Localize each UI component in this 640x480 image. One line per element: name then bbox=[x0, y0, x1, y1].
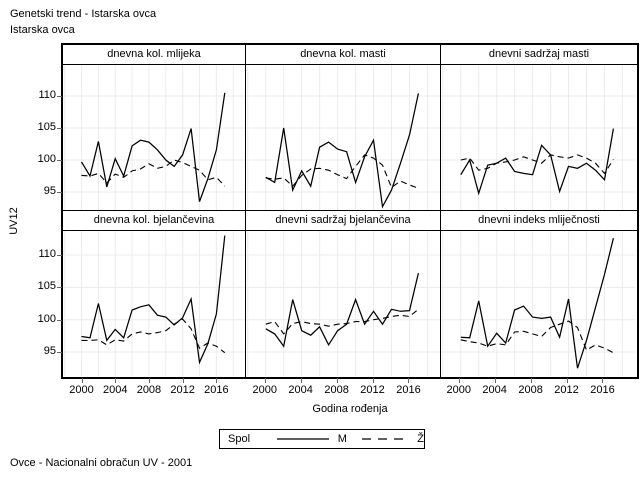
trend-chart-mlijeka bbox=[63, 65, 245, 210]
panel-header-dnevna-kol-masti: dnevna kol. masti bbox=[246, 45, 441, 65]
trend-panel bbox=[63, 231, 246, 377]
y-axis-tick-label: 105 bbox=[37, 121, 56, 133]
trend-chart-sadrzaj-masti bbox=[441, 65, 635, 210]
y-axis-title: UV12 bbox=[8, 207, 20, 235]
y-axis-tick-label: 105 bbox=[37, 280, 56, 293]
legend-label-m: M bbox=[337, 433, 347, 445]
panel-header-dnevna-kol-bjelancevina: dnevna kol. bjelančevina bbox=[63, 211, 246, 231]
x-axis-tick-label: 2004 bbox=[288, 384, 313, 396]
panel-header-dnevna-kol-mlijeka: dnevna kol. mlijeka bbox=[63, 45, 246, 65]
trend-chart-sadrzaj-bjelancevina bbox=[246, 231, 440, 376]
x-axis-tick-label: 2004 bbox=[102, 384, 128, 396]
legend-dashed-line-icon bbox=[361, 438, 409, 440]
trend-panel bbox=[63, 65, 246, 211]
legend: Spol M Ž bbox=[219, 429, 425, 449]
panel-header-dnevni-sadrzaj-bjelancevina: dnevni sadržaj bjelančevina bbox=[246, 211, 441, 231]
page-subtitle: Istarska ovca bbox=[10, 24, 75, 36]
trend-panel bbox=[246, 65, 441, 211]
trend-panel bbox=[441, 231, 637, 377]
x-axis-tick-label: 2016 bbox=[590, 384, 615, 396]
x-axis-tick-label: 2008 bbox=[324, 384, 349, 396]
title-block: Genetski trend - Istarska ovca Istarska … bbox=[10, 6, 156, 38]
x-axis-title: Godina rođenja bbox=[312, 403, 388, 415]
x-axis-tick-label: 2012 bbox=[554, 384, 579, 396]
y-axis-tick-label: 95 bbox=[43, 345, 56, 358]
x-axis-tick-label: 2000 bbox=[252, 384, 277, 396]
x-axis-tick-label: 2016 bbox=[396, 384, 421, 396]
x-axis-tick-label: 2004 bbox=[482, 384, 507, 396]
trend-chart-indeks-mlijecnosti bbox=[441, 231, 635, 376]
footer-note: Ovce - Nacionalni obračun UV - 2001 bbox=[10, 457, 193, 469]
x-axis-tick-label: 2000 bbox=[69, 384, 94, 396]
legend-title: Spol bbox=[228, 433, 251, 445]
panel-header-dnevni-indeks-mlijecnosti: dnevni indeks mliječnosti bbox=[441, 211, 637, 231]
trend-panel bbox=[441, 65, 637, 211]
y-axis-tick-label: 100 bbox=[37, 153, 56, 165]
trend-panel bbox=[246, 231, 441, 377]
x-axis-tick-label: 2008 bbox=[136, 384, 162, 396]
x-axis-tick-label: 2016 bbox=[204, 384, 229, 396]
legend-label-z: Ž bbox=[417, 433, 424, 445]
x-axis-tick-label: 2000 bbox=[446, 384, 471, 396]
trend-panel-grid: dnevna kol. mlijeka dnevna kol. masti dn… bbox=[61, 43, 639, 379]
page-title: Genetski trend - Istarska ovca bbox=[10, 8, 157, 20]
x-axis-tick-label: 2012 bbox=[360, 384, 385, 396]
x-axis-tick-label: 2012 bbox=[170, 384, 195, 396]
legend-solid-line-icon bbox=[277, 438, 329, 440]
panel-header-dnevni-sadrzaj-masti: dnevni sadržaj masti bbox=[441, 45, 637, 65]
x-axis-tick-label: 2008 bbox=[518, 384, 543, 396]
y-axis-tick-label: 95 bbox=[43, 185, 56, 197]
y-axis-tick-label: 100 bbox=[37, 312, 56, 325]
trend-chart-kol-bjelancevina bbox=[63, 231, 245, 376]
y-axis-tick-label: 110 bbox=[38, 248, 56, 260]
trend-chart-kol-masti bbox=[246, 65, 440, 210]
y-axis-tick-label: 110 bbox=[38, 89, 56, 101]
